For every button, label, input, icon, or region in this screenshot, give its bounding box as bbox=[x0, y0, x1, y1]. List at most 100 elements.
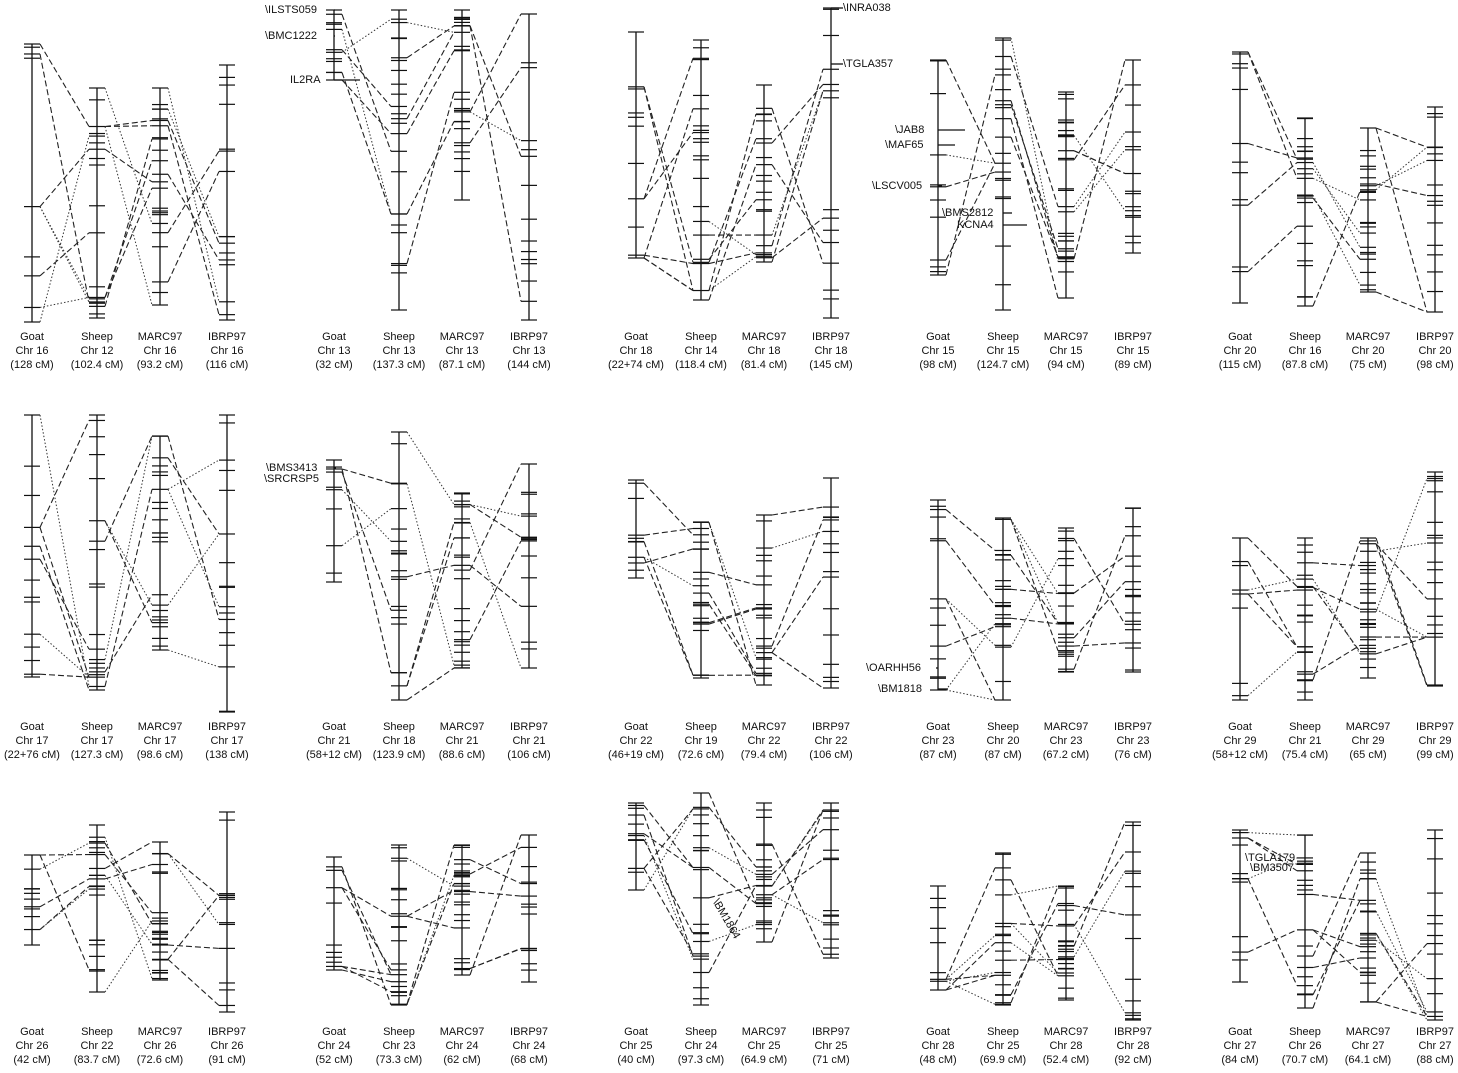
column-label: Sheep bbox=[81, 1026, 113, 1038]
homology-link bbox=[643, 527, 694, 536]
column-label: Chr 26 bbox=[15, 1040, 48, 1052]
homology-link bbox=[1010, 519, 1059, 594]
marker-label: \ILSTS059 bbox=[265, 4, 317, 16]
homology-link bbox=[39, 43, 90, 127]
homology-link bbox=[1312, 957, 1361, 969]
column-label: Goat bbox=[1228, 721, 1252, 733]
homology-link bbox=[1073, 149, 1126, 213]
homology-link bbox=[708, 792, 757, 903]
column-label: Goat bbox=[1228, 1026, 1252, 1038]
column-label: (98 cM) bbox=[919, 359, 956, 371]
homology-link bbox=[1247, 651, 1298, 697]
column-label: Chr 20 bbox=[1418, 345, 1451, 357]
homology-link bbox=[406, 564, 455, 578]
column-label: Sheep bbox=[383, 331, 415, 343]
column-label: Chr 25 bbox=[747, 1040, 780, 1052]
homology-link bbox=[1073, 851, 1126, 927]
homology-link bbox=[469, 522, 522, 669]
homology-link bbox=[1073, 535, 1126, 670]
column-label: Sheep bbox=[685, 331, 717, 343]
column-label: Goat bbox=[20, 1026, 44, 1038]
homology-link bbox=[708, 571, 757, 586]
column-label: (62 cM) bbox=[443, 1054, 480, 1066]
column-label: Chr 18 bbox=[747, 345, 780, 357]
homology-link bbox=[1375, 933, 1428, 1017]
homology-link bbox=[771, 652, 824, 689]
column-label: MARC97 bbox=[440, 1026, 485, 1038]
homology-link bbox=[1073, 581, 1126, 639]
homology-link bbox=[1010, 104, 1059, 249]
homology-link bbox=[643, 556, 694, 587]
homology-link bbox=[708, 867, 757, 905]
column-label: MARC97 bbox=[138, 331, 183, 343]
homology-link bbox=[771, 519, 824, 647]
column-label: Chr 28 bbox=[1049, 1040, 1082, 1052]
column-label: (84 cM) bbox=[1221, 1054, 1258, 1066]
homology-link bbox=[469, 564, 522, 607]
homology-link bbox=[469, 947, 522, 970]
column-label: Chr 20 bbox=[1223, 345, 1256, 357]
homology-link bbox=[1247, 225, 1298, 273]
homology-link bbox=[1010, 903, 1059, 995]
column-label: IBRP97 bbox=[1114, 1026, 1152, 1038]
homology-link bbox=[104, 87, 153, 224]
column-label: Chr 28 bbox=[1116, 1040, 1149, 1052]
marker-label: \MAF65 bbox=[885, 139, 924, 151]
homology-link bbox=[1073, 59, 1126, 259]
column-label: Chr 29 bbox=[1351, 735, 1384, 747]
homology-link bbox=[945, 509, 996, 551]
column-label: (88 cM) bbox=[1416, 1054, 1453, 1066]
homology-link bbox=[469, 13, 522, 113]
column-label: MARC97 bbox=[1044, 1026, 1089, 1038]
homology-link bbox=[1073, 84, 1126, 161]
column-label: (88.6 cM) bbox=[439, 749, 485, 761]
homology-link bbox=[708, 807, 757, 868]
column-label: Chr 23 bbox=[1049, 735, 1082, 747]
homology-link bbox=[708, 113, 757, 291]
column-label: (94 cM) bbox=[1047, 359, 1084, 371]
column-label: (118.4 cM) bbox=[675, 359, 727, 371]
column-label: Chr 20 bbox=[1351, 345, 1384, 357]
homology-link bbox=[771, 90, 824, 236]
column-label: Goat bbox=[1228, 331, 1252, 343]
homology-link bbox=[771, 843, 824, 955]
homology-link bbox=[167, 120, 220, 244]
column-label: Chr 21 bbox=[1288, 735, 1321, 747]
homology-link bbox=[341, 72, 392, 215]
homology-link bbox=[1010, 879, 1059, 977]
column-label: (87.1 cM) bbox=[439, 359, 485, 371]
homology-link bbox=[39, 414, 90, 687]
column-label: Chr 23 bbox=[1116, 735, 1149, 747]
homology-link bbox=[104, 435, 153, 542]
column-label: Chr 16 bbox=[210, 345, 243, 357]
homology-link bbox=[1312, 177, 1361, 201]
homology-link bbox=[1247, 537, 1298, 587]
homology-link bbox=[708, 847, 757, 875]
column-label: Chr 15 bbox=[986, 345, 1019, 357]
homology-link bbox=[406, 25, 455, 59]
homology-link bbox=[643, 58, 694, 199]
homology-link bbox=[469, 859, 522, 885]
homology-link bbox=[39, 842, 90, 870]
homology-link bbox=[39, 546, 90, 691]
homology-link bbox=[104, 854, 153, 914]
homology-link bbox=[643, 814, 694, 957]
column-label: (128 cM) bbox=[10, 359, 53, 371]
column-label: (46+19 cM) bbox=[608, 749, 664, 761]
marker-label: \BMS3413 bbox=[266, 462, 317, 474]
homology-link bbox=[341, 468, 392, 484]
homology-link bbox=[1312, 893, 1361, 901]
column-label: (58+12 cM) bbox=[306, 749, 362, 761]
column-label: Chr 23 bbox=[921, 735, 954, 747]
column-label: (87.8 cM) bbox=[1282, 359, 1328, 371]
homology-link bbox=[1247, 593, 1298, 648]
homology-link bbox=[406, 32, 455, 119]
column-label: Chr 13 bbox=[382, 345, 415, 357]
column-label: (64.1 cM) bbox=[1345, 1054, 1391, 1066]
column-label: MARC97 bbox=[742, 721, 787, 733]
homology-link bbox=[1073, 924, 1126, 1014]
homology-link bbox=[1247, 51, 1298, 160]
column-label: Chr 14 bbox=[684, 345, 717, 357]
column-label: (137.3 cM) bbox=[373, 359, 426, 371]
homology-link bbox=[469, 504, 522, 538]
